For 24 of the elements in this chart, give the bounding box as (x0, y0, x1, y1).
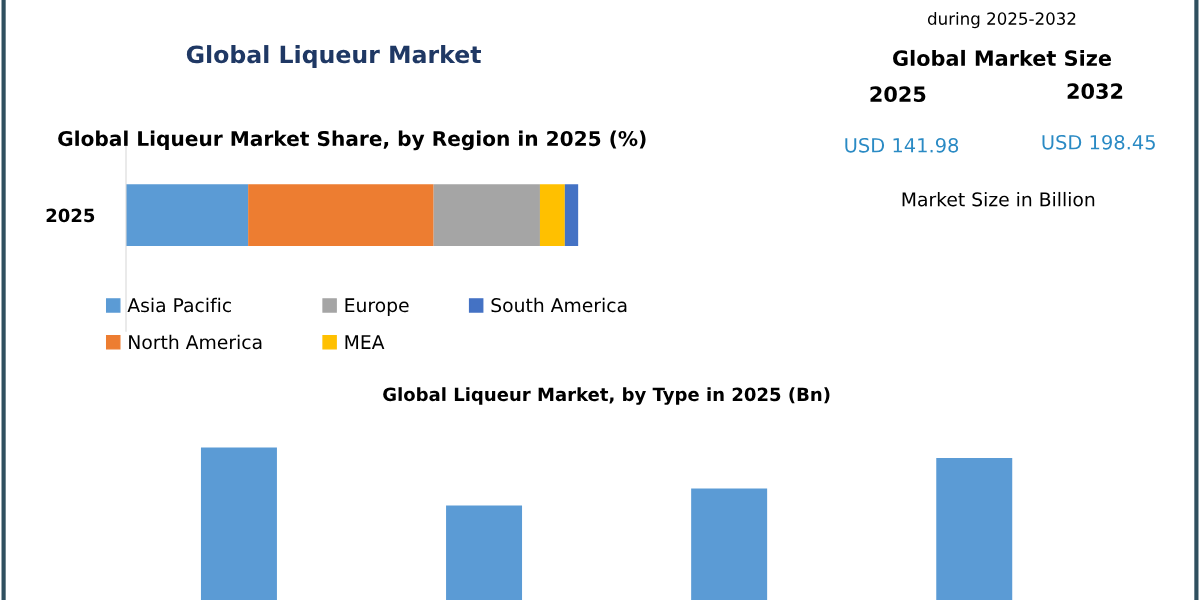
text: 2032 (1067, 83, 1123, 100)
chart-title: Global Liqueur Market (186, 45, 481, 68)
bar (248, 184, 434, 247)
chart-title: Global Liqueur Market, by Type in 2025 (Bn) (383, 387, 830, 405)
bar (539, 184, 565, 247)
legend-label: Asia Pacific (127, 297, 231, 313)
text: USD 198.45 (1042, 134, 1155, 150)
bar (200, 447, 277, 600)
legend-label: MEA (345, 335, 385, 349)
bar (936, 458, 1013, 600)
text: USD 141.98 (845, 137, 959, 153)
legend-label: Europe (345, 298, 409, 316)
bar (564, 184, 579, 247)
bar (446, 505, 523, 600)
text: Global Market Size (893, 49, 1112, 67)
bar (691, 488, 768, 600)
bar (433, 184, 540, 247)
bar (126, 184, 249, 247)
legend-label: North America (129, 334, 262, 350)
text: Market Size in Billion (902, 191, 1095, 207)
text: 2025 (870, 86, 926, 103)
chart-subtitle: Global Liqueur Market Share, by Region in 2025 (%) (58, 130, 646, 151)
text: during 2025-2032 (927, 12, 1076, 29)
legend-label: South America (491, 297, 627, 313)
